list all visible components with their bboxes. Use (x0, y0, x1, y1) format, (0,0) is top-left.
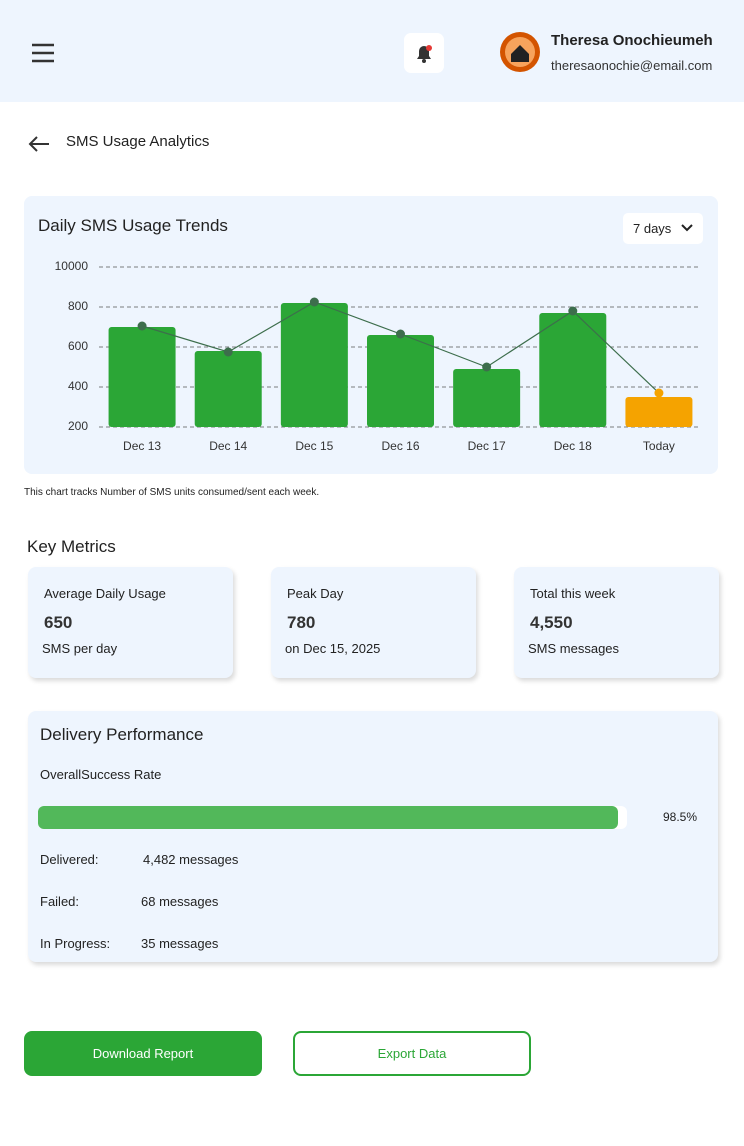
x-tick-label: Today (643, 439, 675, 453)
metric-value: 780 (287, 613, 316, 632)
trend-point (482, 362, 492, 372)
trend-point (309, 297, 319, 307)
row-label: Delivered: (40, 852, 99, 867)
metric-label: Peak Day (287, 586, 344, 601)
x-tick-label: Dec 16 (381, 439, 419, 453)
range-label: 7 days (633, 221, 672, 236)
metric-sub: SMS messages (528, 641, 620, 656)
metric-sub: SMS per day (42, 641, 118, 656)
y-tick-label: 600 (68, 339, 88, 353)
row-label: Failed: (40, 894, 80, 909)
chart-caption: This chart tracks Number of SMS units co… (24, 487, 320, 498)
row-value: 35 messages (141, 936, 219, 951)
chart: 200 400 600 800 10000 Dec 13 Dec 14 Dec 15 Dec 1… (55, 259, 698, 453)
row-label: In Progress: (40, 936, 111, 951)
progress-fill (38, 806, 619, 829)
chart-title: Daily SMS Usage Trends (38, 216, 228, 235)
bar (108, 327, 176, 427)
user-email: theresaonochie@email.com (551, 58, 713, 73)
menu-button[interactable] (30, 42, 56, 64)
bar (367, 335, 434, 427)
rate-title: OverallSuccess Rate (40, 767, 162, 782)
bar (194, 351, 262, 427)
x-tick-label: Dec 17 (468, 439, 506, 453)
delivery-card: Delivery Performance OverallSuccess Rate… (28, 711, 718, 962)
trend-point (568, 306, 578, 316)
metric-value: 650 (44, 613, 73, 632)
metric-label: Total this week (530, 586, 616, 601)
bar (539, 313, 607, 427)
delivery-title: Delivery Performance (40, 725, 204, 744)
progress-track (38, 806, 627, 829)
range-dropdown[interactable]: 7 days (623, 213, 703, 244)
header: Theresa Onochieumeh theresaonochie@email… (0, 0, 744, 102)
x-tick-label: Dec 13 (123, 439, 161, 453)
metric-value: 4,550 (530, 613, 573, 632)
bar (280, 303, 348, 427)
page-title: SMS Usage Analytics (66, 133, 210, 150)
bar (453, 369, 521, 427)
y-tick-label: 200 (68, 419, 88, 433)
row-value: 4,482 messages (143, 852, 239, 867)
bar (625, 397, 693, 427)
back-button[interactable] (27, 134, 51, 154)
chart-card: Daily SMS Usage Trends 7 days 200 400 600 8… (24, 196, 718, 474)
x-tick-label: Dec 18 (554, 439, 592, 453)
avatar (500, 32, 540, 72)
metric-label: Average Daily Usage (44, 586, 166, 601)
trend-point (396, 329, 405, 339)
trend-point (223, 347, 233, 357)
trend-point (137, 321, 147, 331)
y-tick-label: 400 (68, 379, 88, 393)
row-value: 68 messages (141, 894, 219, 909)
metric-card: Peak Day 780 on Dec 15, 2025 (271, 567, 476, 678)
trend-point (654, 388, 664, 398)
x-tick-label: Dec 14 (209, 439, 247, 453)
download-button[interactable]: Download Report (24, 1031, 262, 1076)
y-tick-label: 800 (68, 299, 88, 313)
x-tick-label: Dec 15 (295, 439, 333, 453)
metric-sub: on Dec 15, 2025 (285, 641, 381, 656)
metric-card: Average Daily Usage 650 SMS per day (28, 567, 233, 678)
y-tick-label: 10000 (55, 259, 89, 273)
notification-button[interactable] (404, 33, 444, 73)
rate-label: 98.5% (663, 810, 698, 824)
export-button[interactable]: Export Data (293, 1031, 531, 1076)
section-title: Key Metrics (27, 537, 116, 556)
metric-card: Total this week 4,550 SMS messages (514, 567, 719, 678)
user-name: Theresa Onochieumeh (551, 32, 713, 49)
